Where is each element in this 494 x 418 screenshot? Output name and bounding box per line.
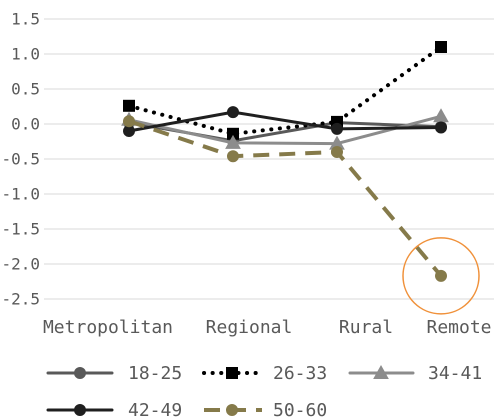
y-tick-label-minus-2-0: -2.0 [1, 255, 40, 274]
x-tick-label-rural: Rural [339, 317, 393, 338]
y-axis-tick-labels: 1.5 1.0 0.5 0.0 -0.5 -1.0 -1.5 -2.0 -2.5 [1, 10, 40, 309]
gridlines [44, 18, 494, 300]
legend-label-42-49: 42-49 [128, 400, 182, 418]
series-42-49 [123, 106, 447, 137]
legend-item-18-25: 18-25 [46, 363, 182, 384]
legend-item-50-60: 50-60 [204, 400, 327, 418]
legend-swatch-marker-42-49 [74, 404, 86, 416]
y-tick-label-minus-1-5: -1.5 [1, 220, 40, 239]
legend-item-42-49: 42-49 [46, 400, 182, 418]
series-26-33 [123, 41, 447, 140]
highlight-circle [402, 237, 480, 315]
legend-swatch-marker-26-33 [226, 367, 238, 379]
x-tick-label-metropolitan: Metropolitan [43, 317, 173, 338]
series-26-33-point-metropolitan [123, 99, 135, 112]
series-50-60-point-metropolitan [123, 115, 135, 128]
x-tick-label-regional: Regional [206, 317, 293, 338]
x-tick-label-remote: Remote [426, 317, 491, 338]
y-tick-label-0-0: 0.0 [11, 115, 40, 134]
y-tick-label-1-0: 1.0 [11, 45, 40, 64]
x-axis-category-labels: Metropolitan Regional Rural Remote [43, 317, 492, 338]
legend-swatch-marker-18-25 [74, 367, 86, 379]
legend-label-26-33: 26-33 [273, 363, 327, 384]
y-tick-label-minus-2-5: -2.5 [1, 290, 40, 309]
series-34-41-line [127, 114, 443, 146]
series-50-60-line [128, 119, 443, 278]
legend-swatch-marker-34-41 [373, 364, 389, 379]
series-lines [121, 41, 449, 282]
legend: 18-25 26-33 34-41 42-49 50-60 [46, 363, 482, 418]
y-tick-label-0-5: 0.5 [11, 80, 40, 99]
legend-label-18-25: 18-25 [128, 363, 182, 384]
series-50-60-point-rural [331, 146, 343, 158]
series-50-60-point-remote [435, 269, 447, 282]
legend-label-34-41: 34-41 [428, 363, 482, 384]
series-42-49-line [127, 110, 443, 133]
series-34-41-point-remote [433, 108, 449, 123]
series-34-41-point-regional [225, 134, 241, 149]
series-42-49-point-rural [331, 122, 343, 135]
series-26-33-point-remote [435, 41, 447, 53]
y-tick-label-1-5: 1.5 [11, 10, 40, 29]
y-tick-label-minus-1-0: -1.0 [1, 185, 40, 204]
series-50-60 [123, 115, 447, 282]
legend-item-34-41: 34-41 [348, 363, 482, 384]
legend-item-26-33: 26-33 [202, 363, 327, 384]
series-50-60-point-regional [227, 150, 239, 163]
series-42-49-point-regional [227, 106, 239, 119]
legend-swatch-marker-50-60 [226, 404, 238, 416]
legend-label-50-60: 50-60 [273, 400, 327, 418]
series-26-33-line [127, 45, 443, 136]
y-tick-label-minus-0-5: -0.5 [1, 150, 40, 169]
highlight-annotation [402, 237, 480, 315]
series-42-49-point-remote [435, 121, 447, 134]
